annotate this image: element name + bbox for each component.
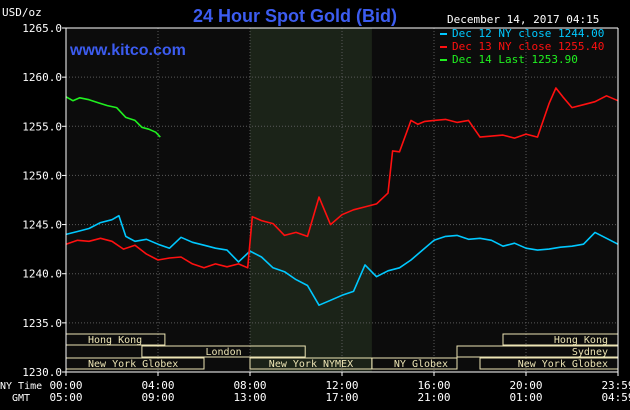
x-tick-label-gmt: 13:00 xyxy=(233,391,266,404)
axes: 1230.0 1235.0 1240.0 1245.0 1250.0 1255.0 1260… xyxy=(22,22,630,404)
session-box xyxy=(141,345,306,358)
y-tick-label: 1255.0 xyxy=(22,120,62,133)
legend-entry: Dec 12 NY close 1244.00 xyxy=(452,27,604,40)
y-tick-label: 1260.0 xyxy=(22,71,62,84)
session-label: NY Globex xyxy=(394,359,448,370)
x-tick-label-ny: 23:59 xyxy=(601,379,630,392)
x-tick-label-gmt: 04:59 xyxy=(601,391,630,404)
x-axis-label-gmt: GMT xyxy=(12,393,30,404)
x-tick-label-ny: 20:00 xyxy=(509,379,542,392)
chart-title: 24 Hour Spot Gold (Bid) xyxy=(193,6,397,26)
legend-entry: Dec 13 NY close 1255.40 xyxy=(452,40,604,53)
x-tick-label-gmt: 09:00 xyxy=(141,391,174,404)
session-label: London xyxy=(205,347,241,358)
y-tick-label: 1235.0 xyxy=(22,317,62,330)
y-tick-label: 1240.0 xyxy=(22,268,62,281)
website-watermark: www.kitco.com xyxy=(69,42,186,59)
unit-label: USD/oz xyxy=(2,6,42,19)
nymex-session-shade xyxy=(250,28,372,372)
series-line-2 xyxy=(65,96,161,138)
session-label: Sydney xyxy=(572,347,608,358)
y-tick-label: 1245.0 xyxy=(22,219,62,232)
x-tick-label-ny: 00:00 xyxy=(49,379,82,392)
x-tick-label-ny: 04:00 xyxy=(141,379,174,392)
legend-entry: Dec 14 Last 1253.90 xyxy=(452,53,578,66)
session-label: Hong Kong xyxy=(554,335,608,346)
timestamp: December 14, 2017 04:15 xyxy=(447,13,599,26)
session-box xyxy=(371,357,458,370)
trading-sessions: Hong Kong London New York Globex New York N… xyxy=(65,333,619,370)
price-series xyxy=(65,87,619,307)
x-tick-label-ny: 08:00 xyxy=(233,379,266,392)
x-tick-label-gmt: 01:00 xyxy=(509,391,542,404)
series-line-0 xyxy=(65,214,619,307)
y-tick-label: 1230.0 xyxy=(22,366,62,379)
x-tick-label-ny: 16:00 xyxy=(417,379,450,392)
x-tick-label-gmt: 17:00 xyxy=(325,391,358,404)
session-label: New York Globex xyxy=(88,359,178,370)
session-label: New York Globex xyxy=(518,359,608,370)
y-tick-label: 1265.0 xyxy=(22,22,62,35)
series-line-1 xyxy=(65,87,619,269)
session-label: New York NYMEX xyxy=(269,359,353,370)
x-axis-label-ny: NY Time xyxy=(0,381,42,392)
x-tick-label-gmt: 05:00 xyxy=(49,391,82,404)
y-tick-label: 1250.0 xyxy=(22,169,62,182)
session-label: Hong Kong xyxy=(88,335,142,346)
x-tick-label-gmt: 21:00 xyxy=(417,391,450,404)
x-tick-label-ny: 12:00 xyxy=(325,379,358,392)
